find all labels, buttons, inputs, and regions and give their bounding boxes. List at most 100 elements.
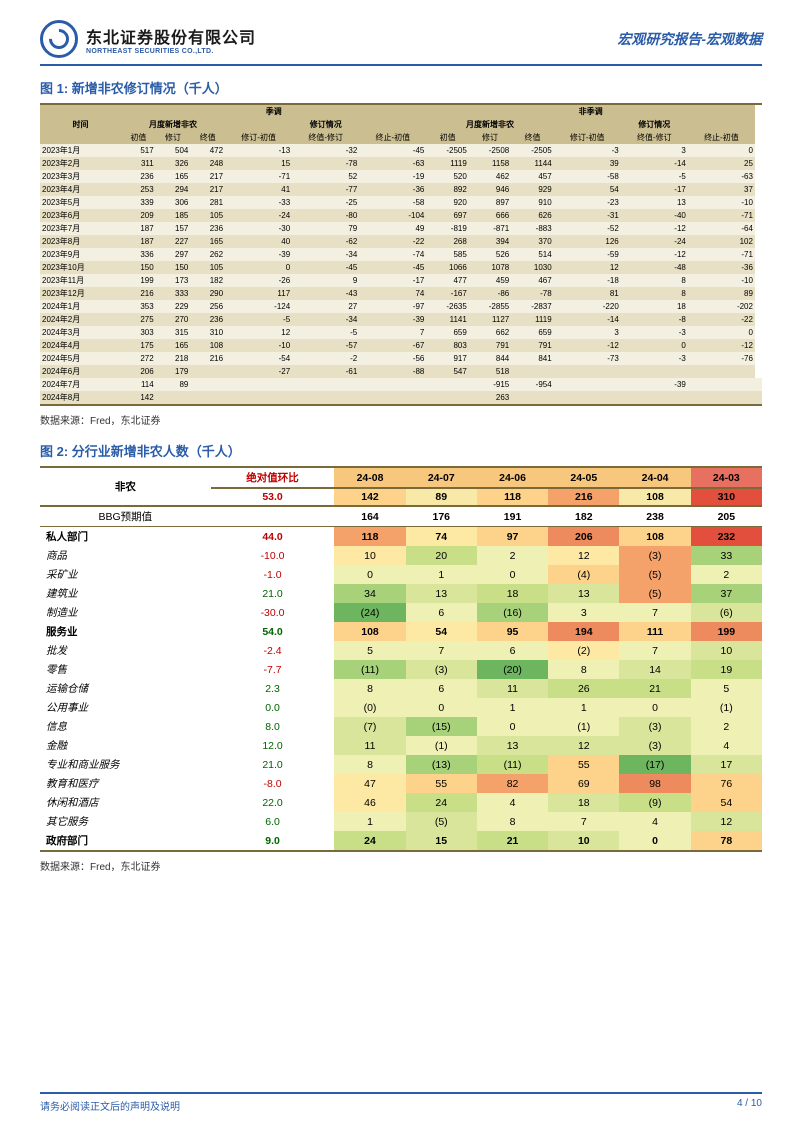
table-cell: 504 xyxy=(156,144,191,157)
table-cell: 268 xyxy=(426,235,468,248)
table-cell: -26 xyxy=(225,274,292,287)
env-cell: -10.0 xyxy=(211,546,335,565)
row-label: 政府部门 xyxy=(40,831,211,851)
table-cell: -86 xyxy=(469,287,511,300)
table-cell: 297 xyxy=(156,248,191,261)
heat-cell: 1 xyxy=(477,698,548,717)
table-cell: 946 xyxy=(469,183,511,196)
table-cell: -167 xyxy=(426,287,468,300)
table-cell: 9 xyxy=(292,274,359,287)
heat-cell: 2 xyxy=(691,565,762,584)
table-cell: -5 xyxy=(225,313,292,326)
heat-cell: 74 xyxy=(406,527,477,547)
table-cell: 2023年2月 xyxy=(40,157,121,170)
table-cell: -54 xyxy=(225,352,292,365)
table-cell: 339 xyxy=(121,196,156,209)
heat-cell: 82 xyxy=(477,774,548,793)
heat-cell: (20) xyxy=(477,660,548,679)
table-cell: 2023年10月 xyxy=(40,261,121,274)
row-label: 采矿业 xyxy=(40,565,211,584)
table-cell: -48 xyxy=(621,261,688,274)
heat-cell: 78 xyxy=(691,831,762,851)
row-label: 制造业 xyxy=(40,603,211,622)
row-label: 公用事业 xyxy=(40,698,211,717)
table-cell: 157 xyxy=(156,222,191,235)
table-cell: 303 xyxy=(121,326,156,339)
table-cell: 227 xyxy=(156,235,191,248)
table-cell: -22 xyxy=(688,313,755,326)
heat-cell: 20 xyxy=(406,546,477,565)
table-cell: 41 xyxy=(225,183,292,196)
table-cell: -2505 xyxy=(426,144,468,157)
table-cell: 185 xyxy=(156,209,191,222)
table-cell: 105 xyxy=(190,209,225,222)
heat-cell: 55 xyxy=(406,774,477,793)
heat-cell: 2 xyxy=(691,717,762,736)
table-cell: -64 xyxy=(688,222,755,235)
env-cell: -30.0 xyxy=(211,603,335,622)
table-cell: 457 xyxy=(511,170,553,183)
heat-cell: 108 xyxy=(334,622,405,641)
table-cell: -2837 xyxy=(511,300,553,313)
table-cell: 1127 xyxy=(469,313,511,326)
table-cell: -39 xyxy=(621,378,688,391)
table-cell: 394 xyxy=(469,235,511,248)
table-cell: -33 xyxy=(225,196,292,209)
table-cell: 2023年12月 xyxy=(40,287,121,300)
table-cell: 2023年9月 xyxy=(40,248,121,261)
table-cell: -30 xyxy=(225,222,292,235)
table-cell: -202 xyxy=(688,300,755,313)
row-label: 批发 xyxy=(40,641,211,660)
table-cell: -5 xyxy=(621,170,688,183)
table-cell: 150 xyxy=(121,261,156,274)
table-cell: 626 xyxy=(511,209,553,222)
table-cell: -17 xyxy=(359,274,426,287)
heat-cell: 10 xyxy=(548,831,619,851)
heat-cell: 7 xyxy=(406,641,477,660)
row-label: 运输仓储 xyxy=(40,679,211,698)
table-cell: -45 xyxy=(359,261,426,274)
table-cell xyxy=(190,391,225,405)
table-cell: 311 xyxy=(121,157,156,170)
heat-cell: 108 xyxy=(619,527,690,547)
table-cell: 27 xyxy=(292,300,359,313)
table-cell: 89 xyxy=(688,287,755,300)
table-cell: -61 xyxy=(292,365,359,378)
fig2-source: 数据来源：Fred，东北证券 xyxy=(40,858,762,873)
heat-cell: 1 xyxy=(334,812,405,831)
table-cell: 236 xyxy=(190,313,225,326)
table-cell: -124 xyxy=(225,300,292,313)
table-cell: 217 xyxy=(190,183,225,196)
heat-cell: (17) xyxy=(619,755,690,774)
table-cell: 25 xyxy=(688,157,755,170)
heat-cell: 24 xyxy=(334,831,405,851)
page-footer: 请务必阅读正文后的声明及说明 4 / 10 xyxy=(40,1092,762,1113)
table-cell: 2024年6月 xyxy=(40,365,121,378)
table-cell xyxy=(688,391,755,405)
table-cell: 1030 xyxy=(511,261,553,274)
table-cell: 1078 xyxy=(469,261,511,274)
table-cell: -45 xyxy=(359,144,426,157)
heat-cell: 1 xyxy=(406,565,477,584)
table-cell: 1158 xyxy=(469,157,511,170)
env-cell: 0.0 xyxy=(211,698,335,717)
env-cell: -2.4 xyxy=(211,641,335,660)
table-cell: 108 xyxy=(190,339,225,352)
table-cell: -12 xyxy=(621,222,688,235)
table-cell: 659 xyxy=(426,326,468,339)
table-cell: -883 xyxy=(511,222,553,235)
heat-cell: 37 xyxy=(691,584,762,603)
table-cell: -63 xyxy=(359,157,426,170)
table-cell: -10 xyxy=(688,274,755,287)
table-cell xyxy=(755,378,762,391)
env-cell: 9.0 xyxy=(211,831,335,851)
table-cell: 206 xyxy=(121,365,156,378)
heat-cell: 4 xyxy=(619,812,690,831)
table-cell: 2023年1月 xyxy=(40,144,121,157)
env-cell: 12.0 xyxy=(211,736,335,755)
heat-cell: 111 xyxy=(619,622,690,641)
heat-cell: 194 xyxy=(548,622,619,641)
heat-cell: (5) xyxy=(619,565,690,584)
heat-cell: 21 xyxy=(619,679,690,698)
report-type: 宏观研究报告-宏观数据 xyxy=(617,29,762,49)
